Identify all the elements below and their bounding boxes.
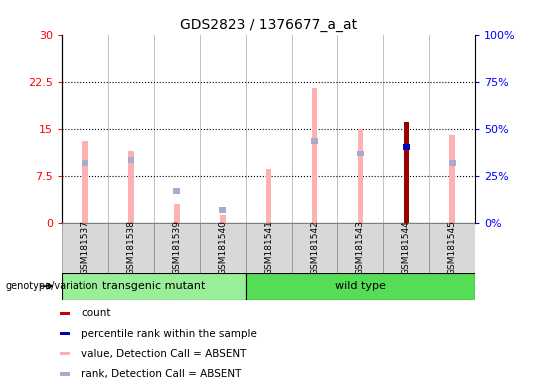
Bar <box>246 273 475 300</box>
Text: value, Detection Call = ABSENT: value, Detection Call = ABSENT <box>81 349 246 359</box>
Bar <box>292 223 338 273</box>
Text: rank, Detection Call = ABSENT: rank, Detection Call = ABSENT <box>81 369 241 379</box>
Text: GSM181538: GSM181538 <box>126 220 136 275</box>
Bar <box>357 151 364 156</box>
Bar <box>266 169 272 223</box>
Text: GSM181544: GSM181544 <box>402 220 411 275</box>
Text: count: count <box>81 308 111 318</box>
Bar <box>62 223 108 273</box>
Bar <box>82 141 88 223</box>
Title: GDS2823 / 1376677_a_at: GDS2823 / 1376677_a_at <box>180 18 357 32</box>
Bar <box>200 223 246 273</box>
Bar <box>403 144 410 150</box>
Bar <box>60 332 70 335</box>
Text: GSM181545: GSM181545 <box>448 220 457 275</box>
Bar <box>60 312 70 315</box>
Bar <box>127 157 134 162</box>
Bar <box>383 223 429 273</box>
Bar <box>219 207 226 213</box>
Text: GSM181541: GSM181541 <box>264 220 273 275</box>
Text: GSM181542: GSM181542 <box>310 220 319 275</box>
Bar <box>338 223 383 273</box>
Text: wild type: wild type <box>335 281 386 291</box>
Text: GSM181540: GSM181540 <box>218 220 227 275</box>
Bar <box>449 135 455 223</box>
Bar <box>60 352 70 355</box>
Text: GSM181543: GSM181543 <box>356 220 365 275</box>
Bar <box>82 160 89 166</box>
Text: genotype/variation: genotype/variation <box>5 281 98 291</box>
Bar <box>246 223 292 273</box>
Text: percentile rank within the sample: percentile rank within the sample <box>81 329 257 339</box>
Bar <box>62 273 246 300</box>
Text: GSM181539: GSM181539 <box>172 220 181 275</box>
Bar <box>429 223 475 273</box>
Bar <box>449 160 456 166</box>
Text: GSM181537: GSM181537 <box>80 220 90 275</box>
Bar <box>108 223 154 273</box>
Bar <box>60 372 70 376</box>
Text: transgenic mutant: transgenic mutant <box>102 281 206 291</box>
Bar <box>403 122 409 223</box>
Bar <box>128 151 134 223</box>
Bar <box>173 188 180 194</box>
Bar <box>220 215 226 223</box>
Bar <box>312 88 318 223</box>
Bar <box>357 129 363 223</box>
Bar <box>174 204 180 223</box>
Bar <box>311 138 318 144</box>
Bar <box>154 223 200 273</box>
